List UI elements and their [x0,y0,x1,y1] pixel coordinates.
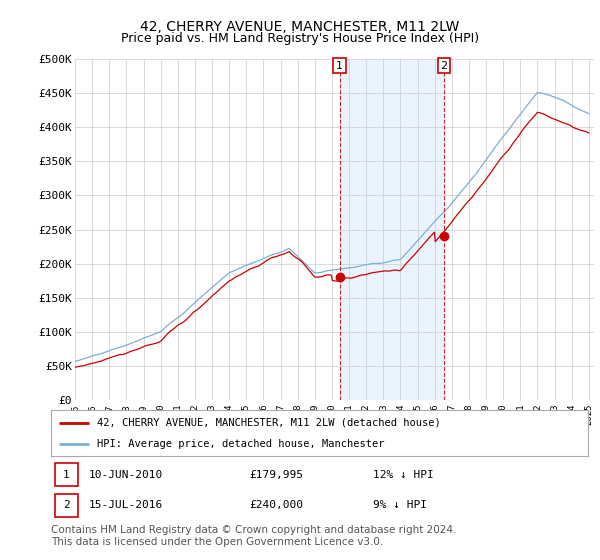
Text: 2: 2 [440,60,448,71]
Text: 10-JUN-2010: 10-JUN-2010 [89,470,163,479]
Bar [55,463,78,486]
Text: 9% ↓ HPI: 9% ↓ HPI [373,501,427,510]
Text: 15-JUL-2016: 15-JUL-2016 [89,501,163,510]
Text: £179,995: £179,995 [250,470,304,479]
Text: HPI: Average price, detached house, Manchester: HPI: Average price, detached house, Manc… [97,439,384,449]
Text: Price paid vs. HM Land Registry's House Price Index (HPI): Price paid vs. HM Land Registry's House … [121,32,479,45]
Text: 42, CHERRY AVENUE, MANCHESTER, M11 2LW (detached house): 42, CHERRY AVENUE, MANCHESTER, M11 2LW (… [97,418,440,428]
Bar [340,59,444,400]
Text: 1: 1 [63,470,70,479]
Text: 42, CHERRY AVENUE, MANCHESTER, M11 2LW: 42, CHERRY AVENUE, MANCHESTER, M11 2LW [140,20,460,34]
Text: 1: 1 [336,60,343,71]
Text: 12% ↓ HPI: 12% ↓ HPI [373,470,434,479]
Bar [55,494,78,517]
Text: Contains HM Land Registry data © Crown copyright and database right 2024.
This d: Contains HM Land Registry data © Crown c… [51,525,457,547]
Text: 2: 2 [63,501,70,510]
Text: £240,000: £240,000 [250,501,304,510]
